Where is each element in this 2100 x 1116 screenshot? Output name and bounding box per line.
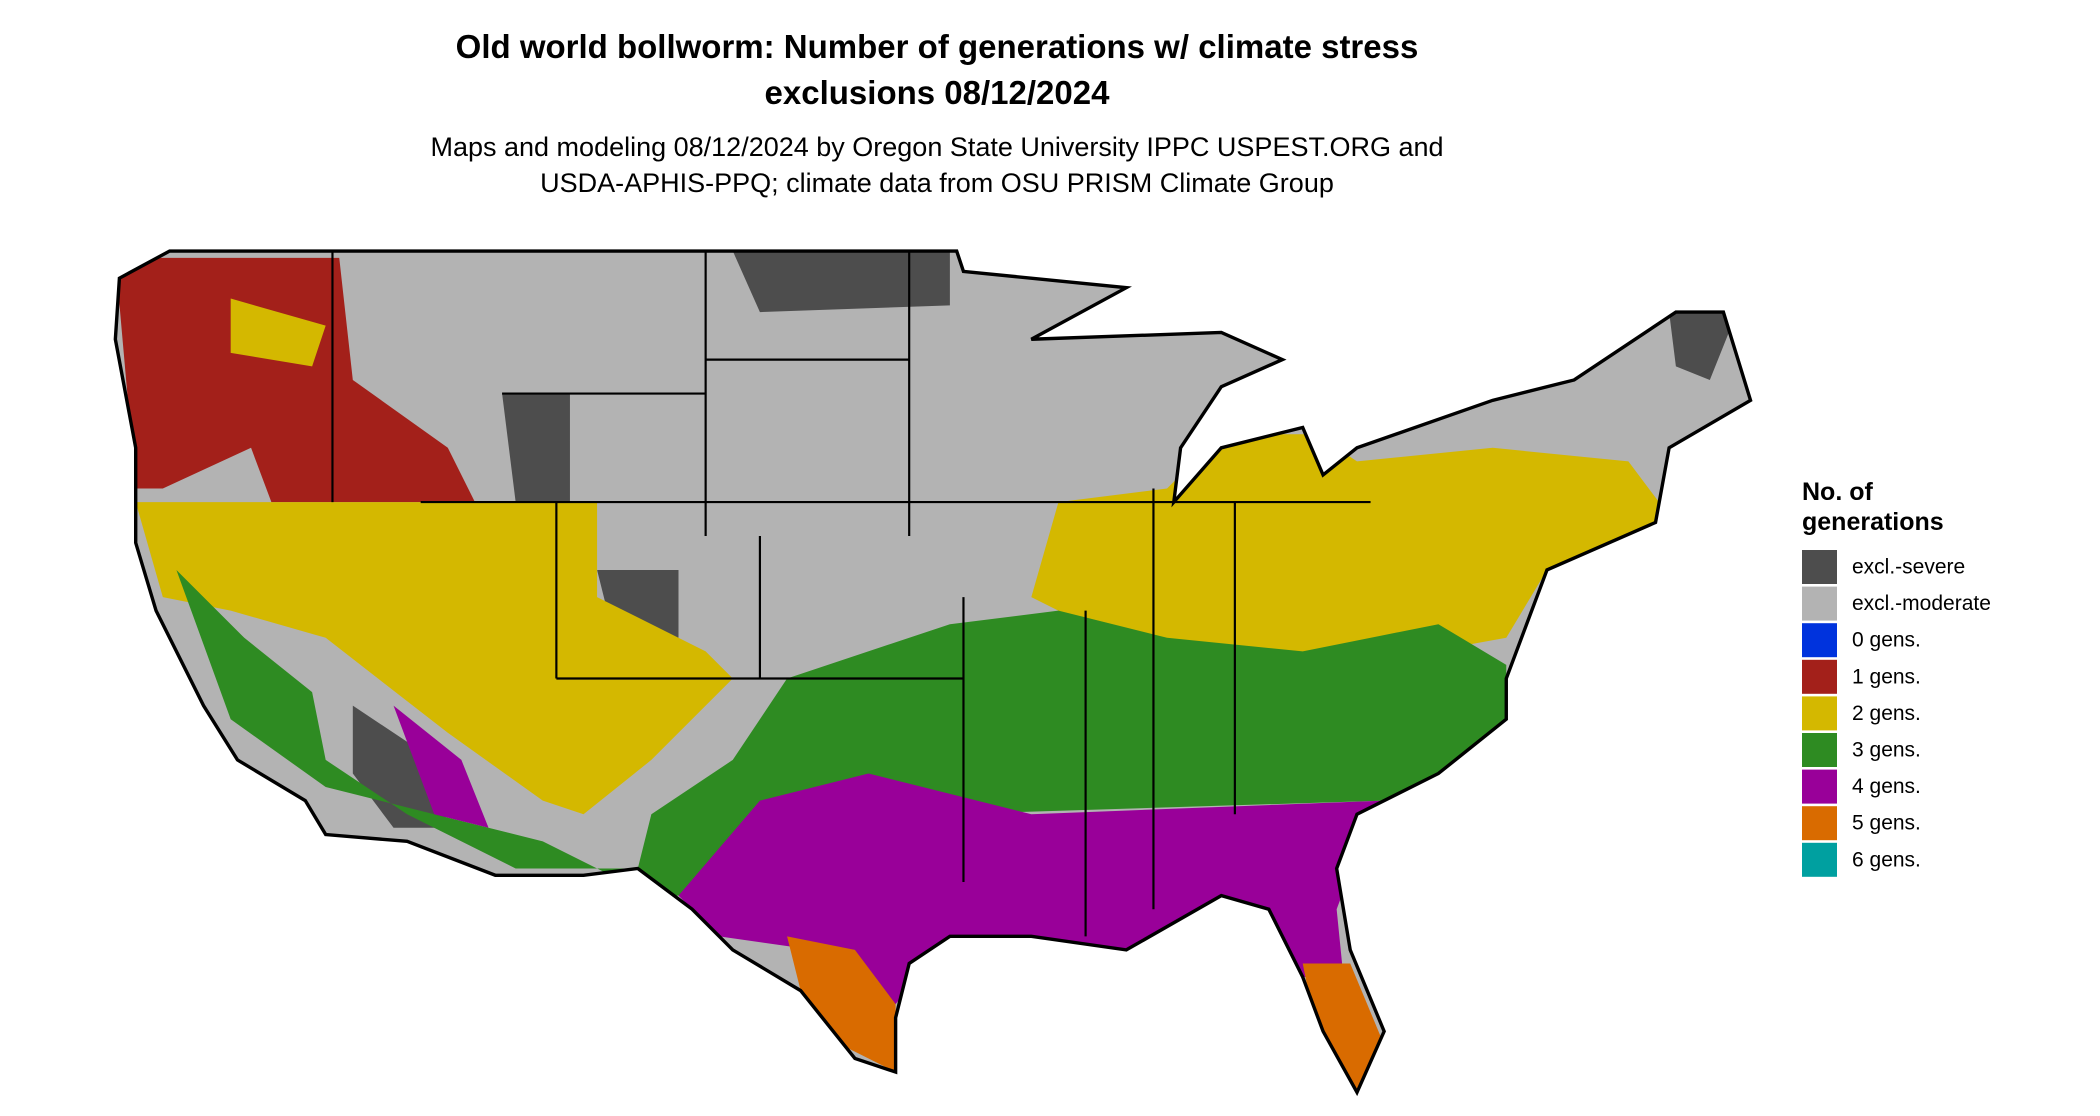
legend-swatch	[1802, 769, 1837, 804]
legend: excl.-severe excl.-moderate 0 gens. 1 gens.…	[1802, 550, 1991, 877]
legend-label: 4 gens.	[1852, 775, 1921, 798]
legend-swatch	[1802, 659, 1837, 694]
zone-5-gen	[787, 936, 1385, 1093]
legend-swatch	[1802, 586, 1837, 621]
title-line: Old world bollworm: Number of generation…	[456, 28, 1419, 65]
subtitle-line: Maps and modeling 08/12/2024 by Oregon S…	[430, 132, 1443, 162]
legend-swatch	[1802, 842, 1837, 877]
legend-swatch	[1802, 550, 1837, 584]
subtitle-line: USDA-APHIS-PPQ; climate data from OSU PR…	[540, 168, 1334, 198]
zone-3-gen	[176, 569, 1507, 896]
legend-title: No. of	[1802, 478, 1873, 506]
legend-label: 1 gens.	[1852, 665, 1921, 688]
zone-1-gen	[115, 257, 475, 503]
legend-label: excl.-severe	[1852, 556, 1965, 579]
legend-label: 0 gens.	[1852, 629, 1921, 652]
legend-swatch	[1802, 696, 1837, 731]
legend-title: generations	[1802, 508, 1944, 536]
legend-label: 6 gens.	[1852, 848, 1921, 871]
legend-label: 3 gens.	[1852, 739, 1921, 762]
legend-label: 5 gens.	[1852, 812, 1921, 835]
state-borders	[331, 251, 1371, 937]
zone-4-gen	[393, 705, 1385, 1005]
legend-label: 2 gens.	[1852, 702, 1921, 725]
map	[113, 249, 1753, 1097]
legend-swatch	[1802, 806, 1837, 841]
legend-swatch	[1802, 733, 1837, 767]
legend-swatch	[1802, 623, 1837, 658]
legend-label: excl.-moderate	[1852, 592, 1991, 615]
us-outline	[113, 249, 1753, 1097]
title-line: exclusions 08/12/2024	[765, 74, 1111, 111]
